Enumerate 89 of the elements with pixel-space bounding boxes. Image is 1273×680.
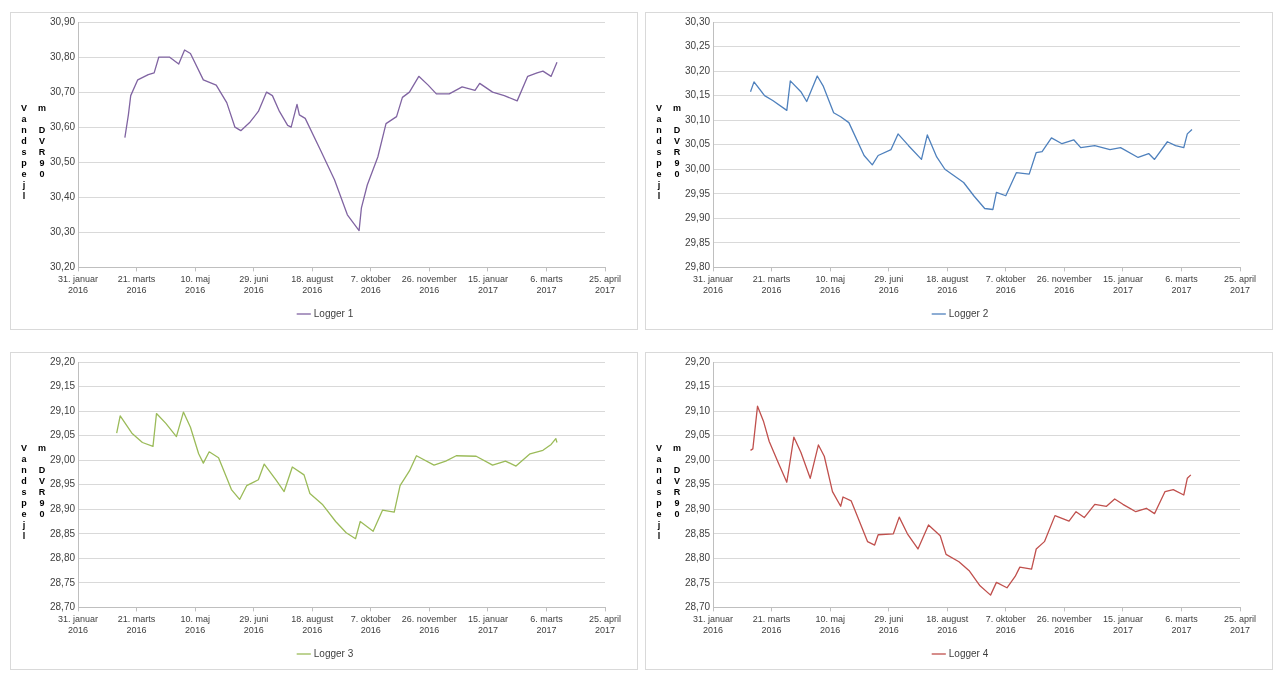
y-axis-title: Vandspejl m DVR90 xyxy=(18,103,48,204)
y-tick-label: 30,30 xyxy=(49,226,76,238)
x-tick-label: 10. maj 2016 xyxy=(815,274,845,296)
y-tick-label: 30,20 xyxy=(684,64,711,76)
x-tick-label: 25. april 2017 xyxy=(588,614,622,636)
y-tick-label: 28,80 xyxy=(49,552,76,564)
y-tick-label: 29,90 xyxy=(684,212,711,224)
y-tick-label: 29,20 xyxy=(49,355,76,367)
x-tick-label: 15. januar 2017 xyxy=(467,614,508,636)
y-tick-label: 29,85 xyxy=(684,236,711,248)
y-tick-label: 28,70 xyxy=(684,601,711,613)
legend-label: Logger 4 xyxy=(948,647,989,659)
y-tick-label: 28,80 xyxy=(684,552,711,564)
x-tick-label: 25. april 2017 xyxy=(588,274,622,296)
y-tick-label: 30,50 xyxy=(49,155,76,167)
x-tick-label: 29. juni 2016 xyxy=(874,274,904,296)
x-tick-label: 6. marts 2017 xyxy=(1165,614,1199,636)
legend-label: Logger 3 xyxy=(313,647,354,659)
y-tick-label: 30,40 xyxy=(49,191,76,203)
x-tick-label: 6. marts 2017 xyxy=(1165,274,1199,296)
x-tick-label: 6. marts 2017 xyxy=(530,614,564,636)
x-tick-label: 7. oktober 2016 xyxy=(985,274,1026,296)
y-tick-label: 28,75 xyxy=(684,576,711,588)
x-tick-label: 21. marts 2016 xyxy=(117,274,156,296)
y-tick-label: 28,90 xyxy=(49,502,76,514)
y-tick-label: 28,85 xyxy=(684,527,711,539)
x-tick-label: 31. januar 2016 xyxy=(58,614,99,636)
x-tick-label: 6. marts 2017 xyxy=(530,274,564,296)
x-tick-label: 26. november 2016 xyxy=(401,274,457,296)
x-tick-label: 15. januar 2017 xyxy=(1102,614,1143,636)
x-tick-label: 29. juni 2016 xyxy=(239,274,269,296)
x-tick-label: 18. august 2016 xyxy=(291,614,334,636)
legend-label: Logger 1 xyxy=(313,307,354,319)
x-tick-label: 21. marts 2016 xyxy=(117,614,156,636)
x-tick-label: 18. august 2016 xyxy=(926,274,969,296)
y-axis-title: Vandspejl m DVR90 xyxy=(653,103,683,204)
y-tick-label: 29,95 xyxy=(684,187,711,199)
y-tick-label: 30,30 xyxy=(684,15,711,27)
x-tick-label: 26. november 2016 xyxy=(401,614,457,636)
y-tick-label: 30,80 xyxy=(49,50,76,62)
y-tick-label: 29,80 xyxy=(684,261,711,273)
x-tick-label: 25. april 2017 xyxy=(1223,614,1257,636)
y-tick-label: 28,85 xyxy=(49,527,76,539)
x-tick-label: 18. august 2016 xyxy=(926,614,969,636)
y-tick-label: 30,05 xyxy=(684,138,711,150)
y-tick-label: 29,15 xyxy=(684,380,711,392)
x-tick-label: 15. januar 2017 xyxy=(1102,274,1143,296)
y-tick-label: 30,10 xyxy=(684,113,711,125)
x-tick-label: 31. januar 2016 xyxy=(58,274,99,296)
y-tick-label: 29,20 xyxy=(684,355,711,367)
x-tick-label: 7. oktober 2016 xyxy=(350,274,391,296)
y-tick-label: 28,90 xyxy=(684,502,711,514)
x-tick-label: 18. august 2016 xyxy=(291,274,334,296)
x-tick-label: 26. november 2016 xyxy=(1036,614,1092,636)
y-tick-label: 29,00 xyxy=(49,453,76,465)
y-tick-label: 28,75 xyxy=(49,576,76,588)
y-tick-label: 30,20 xyxy=(49,261,76,273)
y-tick-label: 28,70 xyxy=(49,601,76,613)
x-tick-label: 10. maj 2016 xyxy=(180,274,210,296)
x-tick-label: 26. november 2016 xyxy=(1036,274,1092,296)
y-tick-label: 28,95 xyxy=(49,478,76,490)
y-axis-title: Vandspejl m DVR90 xyxy=(653,443,683,544)
legend-label: Logger 2 xyxy=(948,307,989,319)
x-tick-label: 21. marts 2016 xyxy=(752,614,791,636)
x-tick-label: 29. juni 2016 xyxy=(874,614,904,636)
y-tick-label: 29,10 xyxy=(49,404,76,416)
x-tick-label: 29. juni 2016 xyxy=(239,614,269,636)
y-tick-label: 29,05 xyxy=(49,429,76,441)
y-tick-label: 30,70 xyxy=(49,85,76,97)
y-tick-label: 29,10 xyxy=(684,404,711,416)
y-tick-label: 29,05 xyxy=(684,429,711,441)
x-tick-label: 31. januar 2016 xyxy=(693,614,734,636)
y-tick-label: 29,00 xyxy=(684,453,711,465)
x-tick-label: 31. januar 2016 xyxy=(693,274,734,296)
y-tick-label: 28,95 xyxy=(684,478,711,490)
y-tick-label: 30,60 xyxy=(49,120,76,132)
x-tick-label: 25. april 2017 xyxy=(1223,274,1257,296)
x-tick-label: 7. oktober 2016 xyxy=(350,614,391,636)
y-tick-label: 30,00 xyxy=(684,162,711,174)
y-tick-label: 29,15 xyxy=(49,380,76,392)
x-tick-label: 15. januar 2017 xyxy=(467,274,508,296)
y-tick-label: 30,15 xyxy=(684,89,711,101)
x-tick-label: 7. oktober 2016 xyxy=(985,614,1026,636)
x-tick-label: 21. marts 2016 xyxy=(752,274,791,296)
x-tick-label: 10. maj 2016 xyxy=(180,614,210,636)
x-tick-label: 10. maj 2016 xyxy=(815,614,845,636)
y-tick-label: 30,90 xyxy=(49,15,76,27)
y-axis-title: Vandspejl m DVR90 xyxy=(18,443,48,544)
y-tick-label: 30,25 xyxy=(684,40,711,52)
